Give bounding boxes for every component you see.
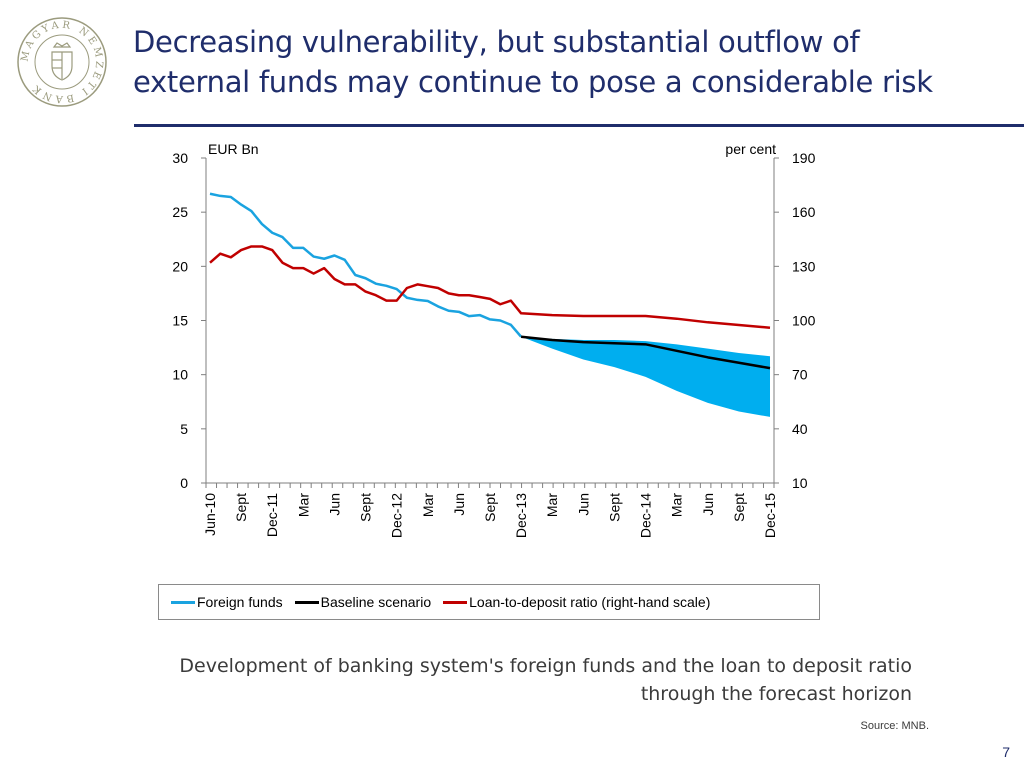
right-tick-label: 190 bbox=[792, 150, 816, 166]
x-tick-label: Jun bbox=[326, 493, 342, 516]
caption-line-1: Development of banking system's foreign … bbox=[179, 655, 912, 677]
x-tick-label: Jun-10 bbox=[202, 493, 218, 536]
right-tick-label: 40 bbox=[792, 421, 808, 437]
legend-swatch-loan-to-deposit bbox=[443, 600, 468, 604]
series-baseline-line bbox=[520, 335, 771, 370]
x-tick-label: Dec-12 bbox=[389, 493, 405, 538]
x-tick-label: Mar bbox=[544, 493, 560, 517]
title-divider bbox=[134, 124, 1024, 127]
left-tick-label: 15 bbox=[172, 313, 188, 329]
right-tick-label: 100 bbox=[792, 313, 816, 329]
x-tick-label: Sept bbox=[731, 493, 747, 522]
caption-line-2: through the forecast horizon bbox=[640, 683, 912, 705]
right-axis-unit: per cent bbox=[725, 141, 776, 157]
left-tick-label: 5 bbox=[180, 421, 188, 437]
chart-caption: Development of banking system's foreign … bbox=[179, 652, 912, 708]
series-foreign-funds-line bbox=[209, 192, 523, 338]
legend-item-baseline: Baseline scenario bbox=[294, 594, 432, 610]
right-tick-label: 160 bbox=[792, 204, 816, 220]
title-line-2: external funds may continue to pose a co… bbox=[133, 65, 933, 99]
right-tick-label: 70 bbox=[792, 367, 808, 383]
legend-label-baseline: Baseline scenario bbox=[320, 594, 432, 610]
x-tick-label: Dec-15 bbox=[762, 493, 778, 538]
chart: 0 5 10 15 20 25 30 10 40 70 100 130 160 190 EUR Bn per … bbox=[172, 141, 816, 538]
left-tick-label: 20 bbox=[172, 258, 188, 274]
page-title: Decreasing vulnerability, but substantia… bbox=[133, 22, 933, 102]
x-tick-label: Mar bbox=[420, 493, 436, 517]
right-tick-label: 130 bbox=[792, 258, 816, 274]
series-loan-to-deposit-line bbox=[209, 245, 771, 329]
legend-item-foreign-funds: Foreign funds bbox=[171, 594, 283, 610]
title-line-1: Decreasing vulnerability, but substantia… bbox=[133, 25, 860, 59]
left-tick-label: 25 bbox=[172, 204, 188, 220]
x-tick-label: Jun bbox=[451, 493, 467, 516]
source-note: Source: MNB. bbox=[860, 720, 929, 732]
left-tick-label: 0 bbox=[180, 475, 188, 491]
left-axis-unit: EUR Bn bbox=[208, 141, 259, 157]
x-tick-label: Sept bbox=[482, 493, 498, 522]
x-tick-label: Mar bbox=[669, 493, 685, 517]
left-tick-label: 10 bbox=[172, 367, 188, 383]
x-tick-label: Jun bbox=[700, 493, 716, 516]
x-tick-label: Jun bbox=[575, 493, 591, 516]
legend-swatch-baseline bbox=[294, 600, 319, 604]
chart-legend: Foreign funds Baseline scenario Loan-to-… bbox=[158, 584, 820, 620]
coat-of-arms-icon bbox=[51, 42, 73, 81]
legend-swatch-foreign-funds bbox=[171, 600, 195, 604]
x-tick-label: Sept bbox=[358, 493, 374, 522]
legend-label-foreign-funds: Foreign funds bbox=[197, 594, 283, 610]
forecast-band bbox=[521, 336, 770, 417]
x-tick-label: Dec-14 bbox=[638, 493, 654, 538]
mnb-logo: MAGYAR NEMZETI BANK bbox=[17, 17, 107, 107]
page-number: 7 bbox=[1002, 744, 1010, 760]
x-tick-label: Dec-11 bbox=[264, 493, 280, 537]
x-tick-label: Mar bbox=[295, 493, 311, 517]
legend-label-loan-to-deposit: Loan-to-deposit ratio (right-hand scale) bbox=[469, 594, 711, 610]
right-tick-label: 10 bbox=[792, 475, 808, 491]
x-tick-label: Sept bbox=[233, 493, 249, 522]
x-tick-label: Sept bbox=[606, 493, 622, 522]
x-tick-label: Dec-13 bbox=[513, 493, 529, 538]
legend-item-loan-to-deposit: Loan-to-deposit ratio (right-hand scale) bbox=[443, 594, 710, 610]
left-tick-label: 30 bbox=[172, 150, 188, 166]
